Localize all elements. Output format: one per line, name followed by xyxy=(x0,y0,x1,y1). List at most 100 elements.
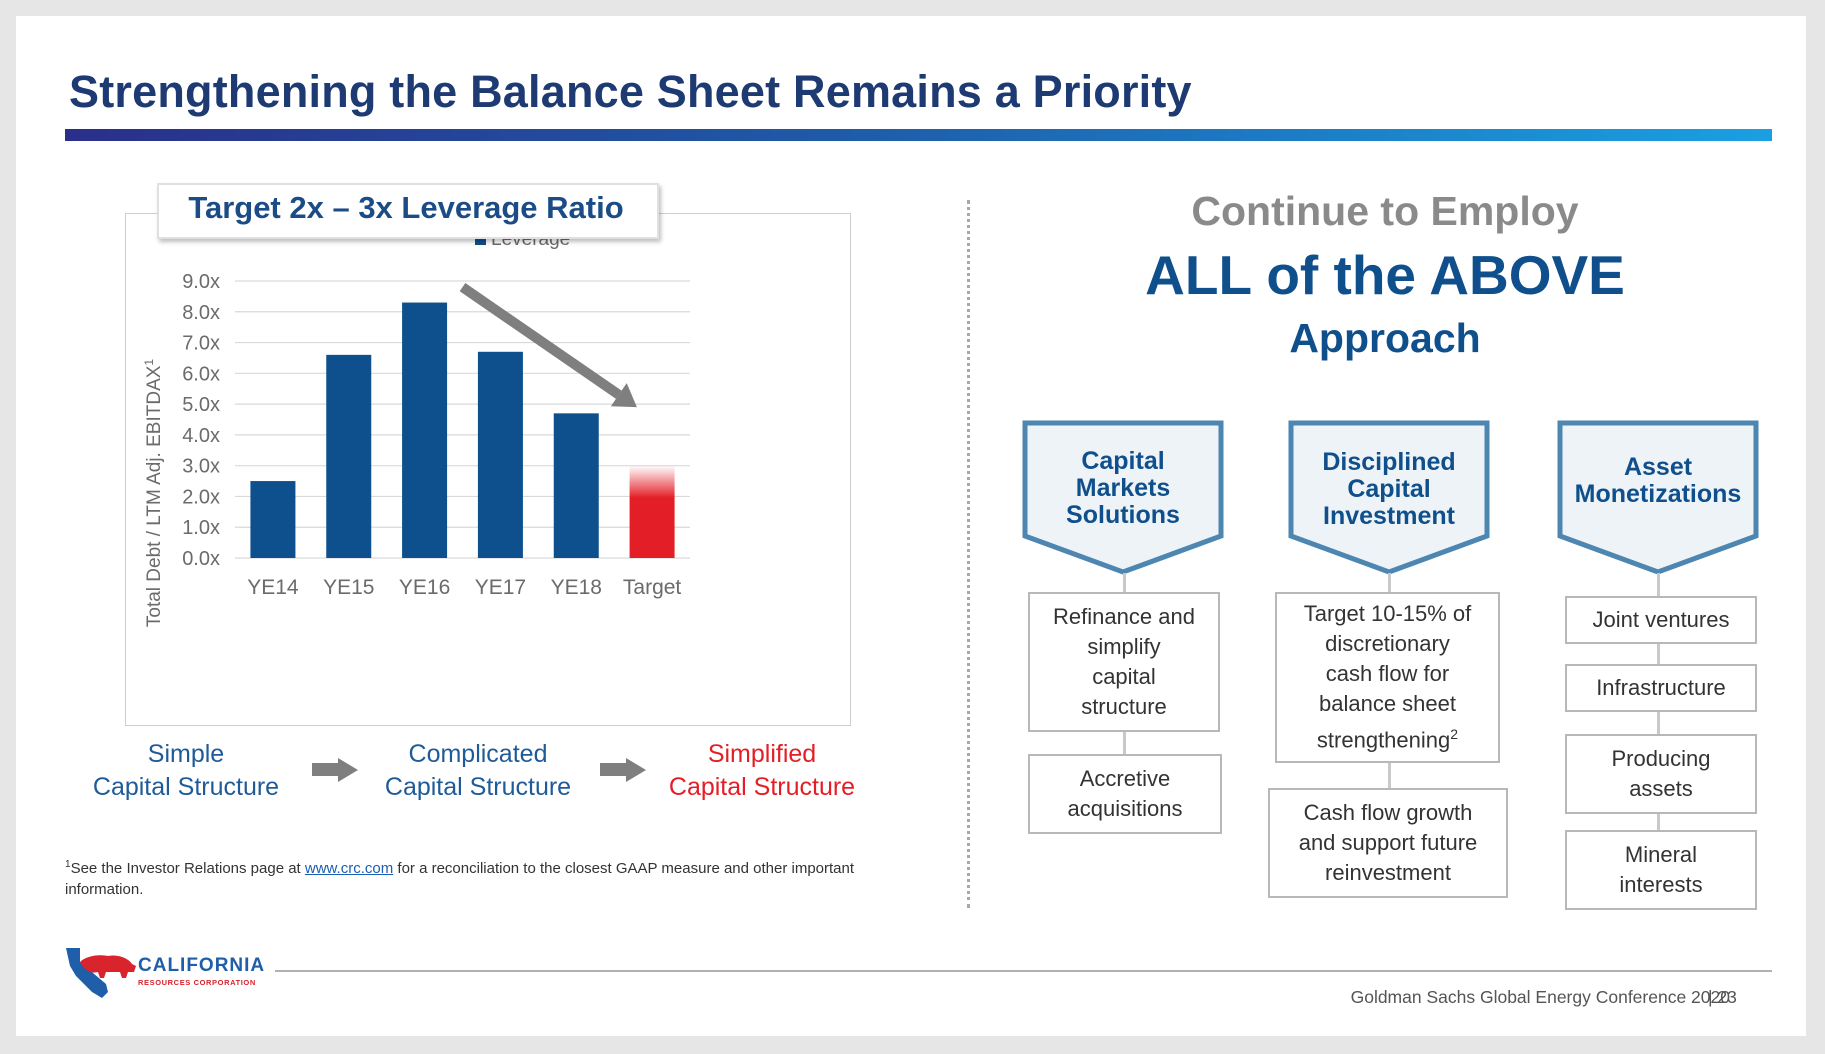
y-axis-title-sup: 1 xyxy=(142,359,156,366)
y-tick-label: 4.0x xyxy=(182,425,220,447)
header-line: Capital xyxy=(1347,475,1431,503)
bar-ye15 xyxy=(326,354,372,558)
header-line: Disciplined xyxy=(1322,448,1456,476)
item-line: Joint ventures xyxy=(1592,607,1730,632)
item-line: acquisitions xyxy=(1067,796,1183,821)
item-line: assets xyxy=(1629,776,1693,801)
y-tick-label: 6.0x xyxy=(182,363,220,385)
item-line: strengthening xyxy=(1316,727,1451,753)
x-tick-label: YE14 xyxy=(247,576,299,599)
x-tick-label: YE15 xyxy=(323,576,374,599)
footnote-text-post: for a reconciliation to the closest GAAP… xyxy=(65,860,855,898)
header-asset-monetizations: Asset Monetizations xyxy=(1557,454,1759,514)
item-line: Infrastructure xyxy=(1596,675,1726,700)
item-mineral-interests: Mineral interests xyxy=(1565,830,1757,910)
item-cash-flow-growth: Cash flow growth and support future rein… xyxy=(1268,788,1508,898)
dotted-divider xyxy=(967,200,970,908)
x-tick-label: YE16 xyxy=(399,576,450,599)
item-refinance: Refinance and simplify capital structure xyxy=(1028,592,1220,732)
footer-conference: Goldman Sachs Global Energy Conference 2… xyxy=(1350,987,1730,1007)
item-line: Target 10-15% of xyxy=(1303,601,1472,627)
item-line: and support future xyxy=(1298,830,1478,855)
crc-link[interactable]: www.crc.com xyxy=(304,860,394,877)
connector xyxy=(1657,644,1660,664)
title-underline-bar xyxy=(65,129,1772,141)
y-tick-label: 5.0x xyxy=(182,394,220,416)
chart-title-box xyxy=(157,183,659,239)
connector xyxy=(1657,712,1660,734)
item-line: reinvestment xyxy=(1325,860,1451,885)
chart-title: Target 2x – 3x Leverage Ratio xyxy=(188,190,624,225)
y-tick-label: 7.0x xyxy=(182,333,220,355)
item-line: capital xyxy=(1092,664,1156,689)
footer-rule xyxy=(275,970,1772,972)
y-tick-label: 1.0x xyxy=(182,517,220,539)
item-line: simplify xyxy=(1087,634,1161,659)
item-target-cash-flow: Target 10-15% of discretionary cash flow… xyxy=(1275,592,1500,763)
flow-label-line2: Capital Structure xyxy=(384,773,572,801)
item-line: interests xyxy=(1619,872,1703,897)
footnote-marker: 1 xyxy=(65,859,71,870)
approach-heading-line3: Approach xyxy=(1289,315,1481,361)
y-tick-label: 0.0x xyxy=(182,548,220,570)
item-line: balance sheet xyxy=(1318,691,1456,717)
page-number: | 23 xyxy=(1708,987,1737,1007)
logo-wordmark: CALIFORNIA xyxy=(138,955,266,976)
header-line: Solutions xyxy=(1066,501,1180,529)
flow-simple-label: Simple Capital Structure xyxy=(46,738,326,804)
item-acquisitions: Accretive acquisitions xyxy=(1028,754,1222,834)
item-infrastructure: Infrastructure xyxy=(1565,664,1757,712)
y-axis-title: Total Debt / LTM Adj. EBITDAX1 xyxy=(142,359,165,628)
item-line: cash flow for xyxy=(1325,661,1450,687)
page-title: Strengthening the Balance Sheet Remains … xyxy=(69,66,1192,117)
flow-label-line2: Capital Structure xyxy=(668,773,856,801)
item-line: Cash flow growth xyxy=(1303,800,1473,825)
connector xyxy=(1657,814,1660,830)
header-line: Asset xyxy=(1623,453,1693,481)
pentagon-capital-markets xyxy=(1022,420,1224,575)
header-line: Monetizations xyxy=(1574,480,1742,508)
item-line: Mineral xyxy=(1624,842,1698,867)
bar-ye18 xyxy=(553,413,599,558)
flow-arrow-2 xyxy=(600,758,646,782)
connector xyxy=(1388,573,1391,593)
header-line: Capital xyxy=(1081,447,1165,475)
legend-swatch xyxy=(475,234,486,245)
flow-complicated-label: Complicated Capital Structure xyxy=(338,738,618,804)
y-tick-label: 2.0x xyxy=(182,486,220,508)
header-line: Investment xyxy=(1323,502,1455,530)
y-tick-label: 9.0x xyxy=(182,271,220,293)
x-tick-label: YE18 xyxy=(551,576,602,599)
flow-label-line1: Simplified xyxy=(707,740,817,768)
connector xyxy=(1657,573,1660,597)
logo-subtitle: RESOURCES CORPORATION xyxy=(138,978,256,987)
bar-ye14 xyxy=(250,481,296,558)
y-tick-label: 3.0x xyxy=(182,456,220,478)
header-capital-markets: Capital Markets Solutions xyxy=(1022,448,1224,538)
footnote: 1See the Investor Relations page at www.… xyxy=(65,854,875,900)
item-line: discretionary xyxy=(1325,631,1450,657)
bar-target xyxy=(629,465,675,558)
trend-arrow-shaft xyxy=(459,283,622,399)
header-line: Markets xyxy=(1075,474,1171,502)
trend-arrow-head xyxy=(610,383,637,408)
approach-heading-line2: ALL of the ABOVE xyxy=(1145,244,1625,306)
approach-heading-line1: Continue to Employ xyxy=(1191,188,1579,234)
header-disciplined-capital: Disciplined Capital Investment xyxy=(1288,449,1490,539)
footnote-2-marker: 2 xyxy=(1450,726,1459,743)
connector xyxy=(1123,573,1126,593)
flow-label-line2: Capital Structure xyxy=(92,773,280,801)
x-tick-label: Target xyxy=(623,576,682,599)
item-line: Accretive xyxy=(1079,766,1171,791)
california-bear-logo-icon xyxy=(66,948,136,998)
connector xyxy=(1388,763,1391,789)
bar-ye16 xyxy=(402,302,448,558)
bar-ye17 xyxy=(477,351,523,558)
item-producing-assets: Producing assets xyxy=(1565,734,1757,814)
flow-label-line1: Simple xyxy=(147,740,225,768)
flow-simplified-label: Simplified Capital Structure xyxy=(622,738,902,804)
item-line: Refinance and xyxy=(1053,604,1195,629)
item-line: structure xyxy=(1081,694,1167,719)
item-joint-ventures: Joint ventures xyxy=(1565,596,1757,644)
x-tick-label: YE17 xyxy=(475,576,526,599)
